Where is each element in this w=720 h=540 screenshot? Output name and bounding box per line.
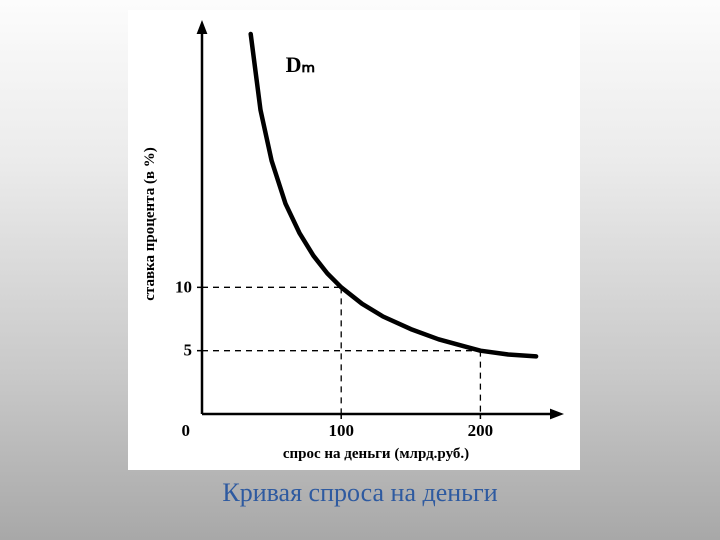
svg-text:5: 5 bbox=[184, 341, 193, 360]
chart-card: Dₘ5100100200спрос на деньги (млрд.руб.)с… bbox=[128, 10, 580, 470]
svg-text:100: 100 bbox=[328, 421, 354, 440]
chart-caption: Кривая спроса на деньги bbox=[0, 478, 720, 508]
money-demand-chart: Dₘ5100100200спрос на деньги (млрд.руб.)с… bbox=[128, 10, 580, 470]
curve-label: Dₘ bbox=[286, 52, 316, 77]
x-axis-label: спрос на деньги (млрд.руб.) bbox=[283, 446, 469, 462]
svg-text:10: 10 bbox=[175, 277, 192, 296]
svg-text:200: 200 bbox=[468, 421, 494, 440]
svg-text:0: 0 bbox=[182, 421, 191, 440]
caption-text: Кривая спроса на деньги bbox=[222, 478, 497, 507]
y-axis-label: ставка процента (в %) bbox=[142, 147, 158, 301]
